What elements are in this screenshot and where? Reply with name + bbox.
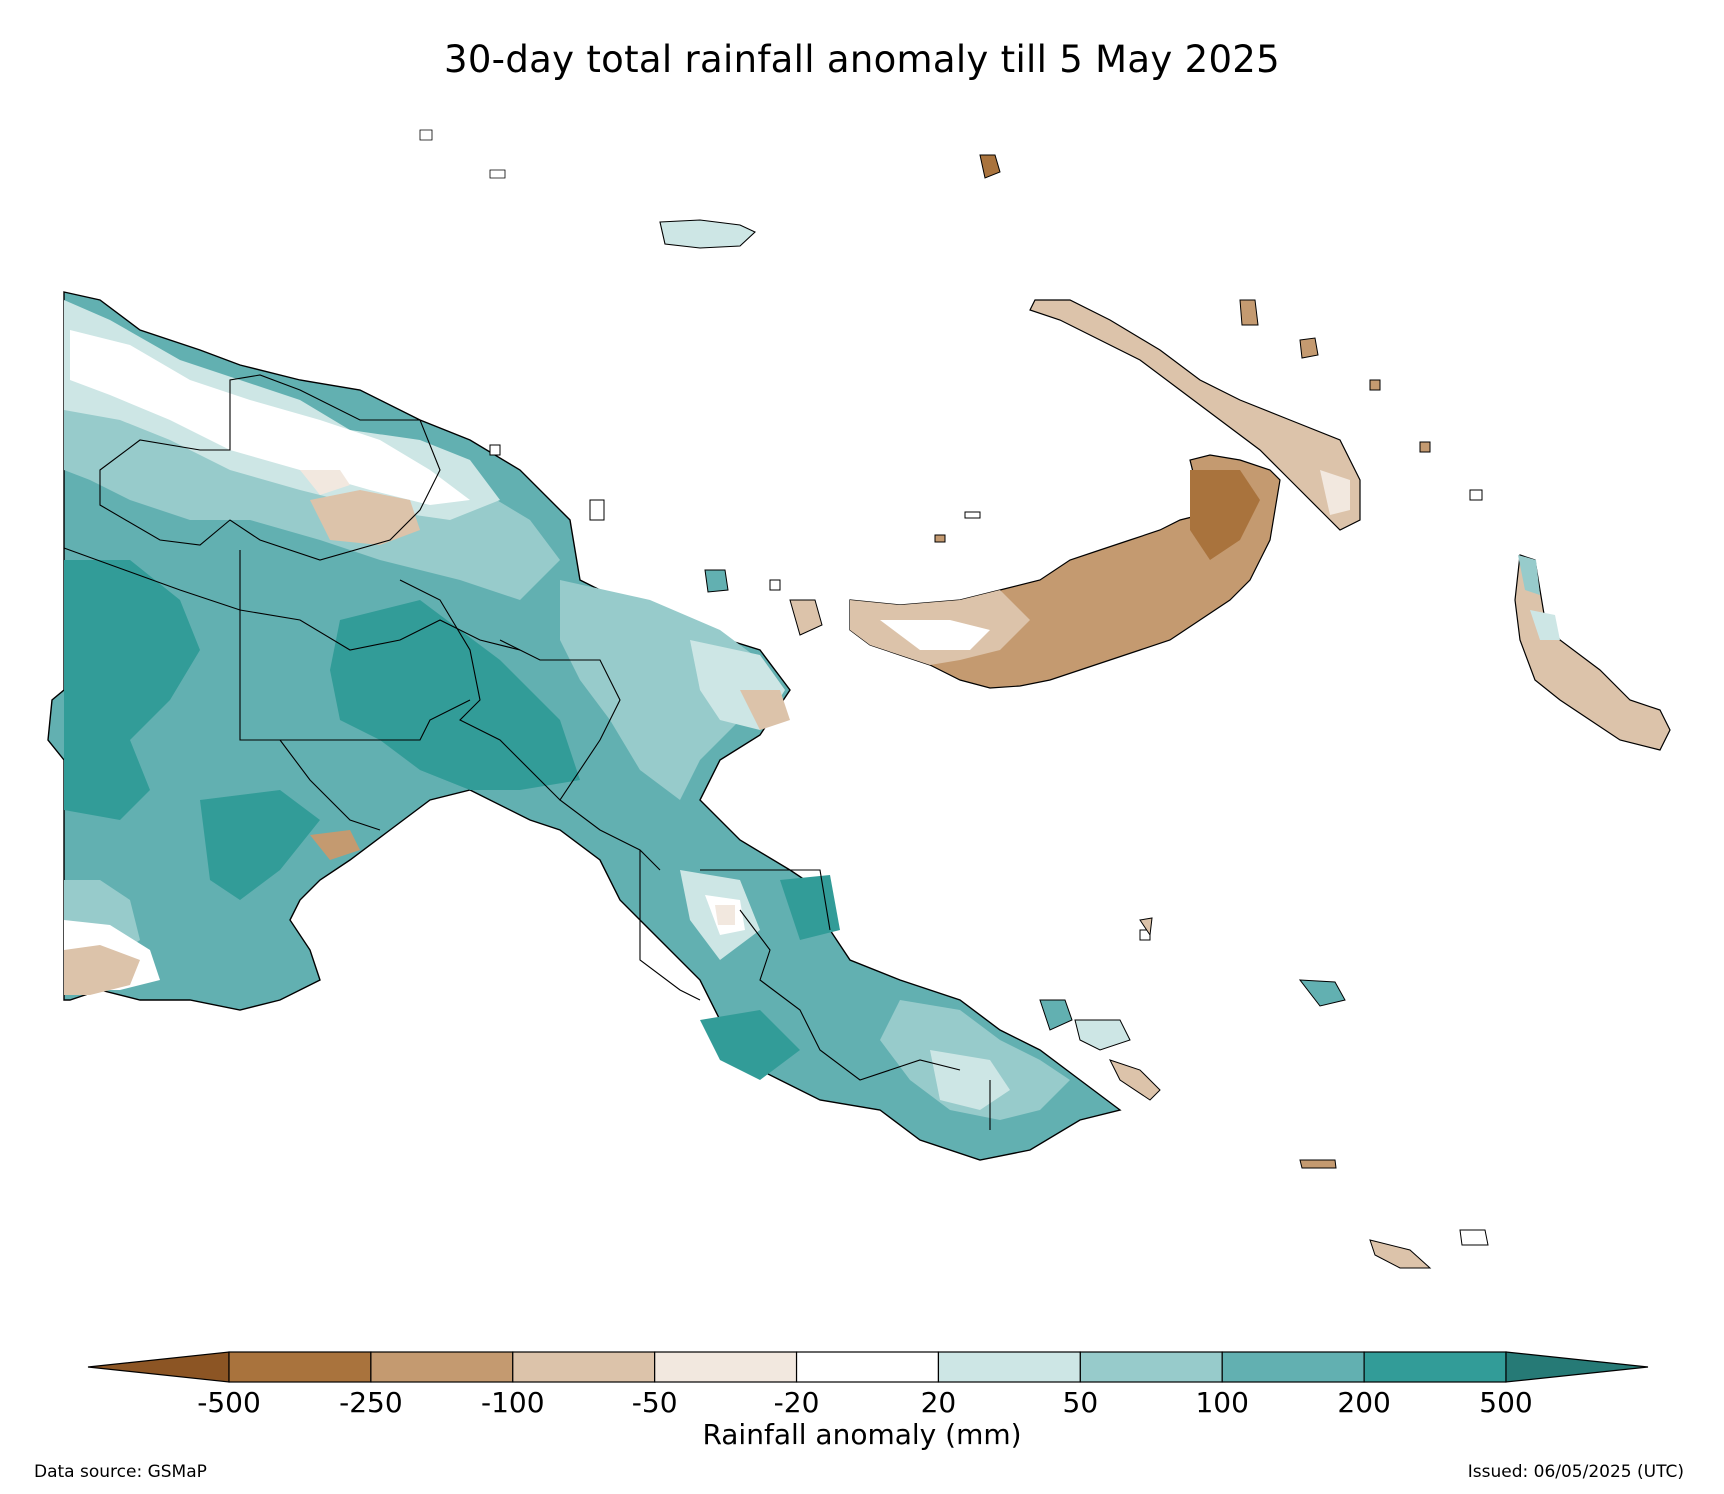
small-island-7 bbox=[1139, 917, 1153, 937]
map-title: 30-day total rainfall anomaly till 5 May… bbox=[444, 38, 1280, 81]
small-island-8 bbox=[769, 579, 781, 591]
mainland-zone-dry-central-east bbox=[715, 905, 735, 925]
colorbar-tick-label: 50 bbox=[1062, 1386, 1099, 1419]
mainland-zone-dry-southwest bbox=[64, 945, 140, 995]
colorbar-swatch bbox=[512, 1351, 656, 1383]
province-boundaries bbox=[63, 374, 991, 1130]
colorbar-tick-label: -20 bbox=[773, 1386, 820, 1419]
new-ireland bbox=[1029, 299, 1361, 531]
colorbar-swatch bbox=[654, 1351, 798, 1383]
mainland-zone-dry-south-coast bbox=[310, 830, 360, 860]
tabar-island bbox=[1299, 337, 1319, 359]
small-island-5 bbox=[1369, 379, 1381, 391]
colorbar-tick-label: -500 bbox=[197, 1386, 261, 1419]
long-island bbox=[704, 569, 729, 593]
mainland-zone-200-500-south bbox=[200, 790, 320, 900]
colorbar-swatch bbox=[1363, 1351, 1507, 1383]
goodenough-island bbox=[1039, 999, 1073, 1031]
colorbar-swatch bbox=[370, 1351, 514, 1383]
fergusson-island bbox=[1074, 1019, 1131, 1051]
bougainville-north-wet bbox=[1518, 555, 1540, 595]
umboi-island bbox=[789, 599, 823, 636]
colorbar-tick-label: 500 bbox=[1479, 1386, 1533, 1419]
colorbar-tick-label: -100 bbox=[480, 1386, 545, 1419]
colorbar-tick-label: 100 bbox=[1195, 1386, 1249, 1419]
colorbar-tick-label: 200 bbox=[1337, 1386, 1391, 1419]
colorbar-extend-high bbox=[1505, 1351, 1649, 1383]
small-island-2 bbox=[489, 444, 501, 456]
rainfall-anomaly-map bbox=[47, 129, 1671, 1269]
rossel-sudest-island bbox=[1369, 1239, 1432, 1269]
issued-date: Issued: 06/05/2025 (UTC) bbox=[1467, 1462, 1684, 1482]
lihir-island bbox=[1239, 299, 1259, 326]
new-britain-east-dark bbox=[1190, 470, 1260, 560]
mainland-zone-neutral-north bbox=[70, 330, 470, 505]
mainland-zone-200-500-central bbox=[330, 600, 580, 790]
small-island-9 bbox=[934, 534, 946, 543]
colorbar-tick-label: -50 bbox=[631, 1386, 678, 1419]
colorbar-label: Rainfall anomaly (mm) bbox=[702, 1418, 1022, 1451]
colorbar-swatch bbox=[1221, 1351, 1365, 1383]
colorbar-tick-label: -250 bbox=[339, 1386, 403, 1419]
colorbar-swatch bbox=[795, 1351, 940, 1383]
wuvulu-islands-2 bbox=[489, 169, 506, 179]
normanby-island bbox=[1109, 1059, 1161, 1101]
colorbar-tick-label: 20 bbox=[920, 1386, 957, 1419]
data-source: Data source: GSMaP bbox=[34, 1462, 207, 1482]
trobriand-island bbox=[1298, 979, 1346, 1007]
mainland-zone-dry-east bbox=[740, 690, 790, 730]
mainland-zone-200-500-west bbox=[64, 560, 200, 820]
mainland-zone-50-100-east bbox=[560, 580, 760, 800]
misima-island bbox=[1459, 1229, 1489, 1246]
small-island-4 bbox=[1469, 489, 1483, 501]
buka-island bbox=[1530, 610, 1560, 640]
small-island-10 bbox=[964, 511, 981, 519]
colorbar-swatch bbox=[1079, 1351, 1223, 1383]
new-britain-neutral bbox=[880, 620, 990, 650]
mainland-zone-dry-north-2 bbox=[300, 470, 350, 495]
mainland-zone-dry-north bbox=[310, 490, 420, 545]
small-island-3 bbox=[1419, 441, 1431, 453]
wuvulu-islands bbox=[419, 129, 433, 141]
colorbar-swatch bbox=[228, 1351, 372, 1383]
mainland-zone-200-500-se bbox=[700, 1010, 800, 1080]
colorbar-swatch bbox=[937, 1351, 1081, 1383]
mussau-island bbox=[979, 154, 1001, 179]
small-island-1 bbox=[589, 499, 605, 521]
colorbar-extend-low bbox=[87, 1351, 230, 1383]
mainland-zone-200-500-east bbox=[780, 875, 840, 940]
new-ireland-light bbox=[1320, 470, 1350, 515]
woodlark-island bbox=[1299, 1159, 1337, 1169]
manus-island bbox=[659, 219, 756, 249]
